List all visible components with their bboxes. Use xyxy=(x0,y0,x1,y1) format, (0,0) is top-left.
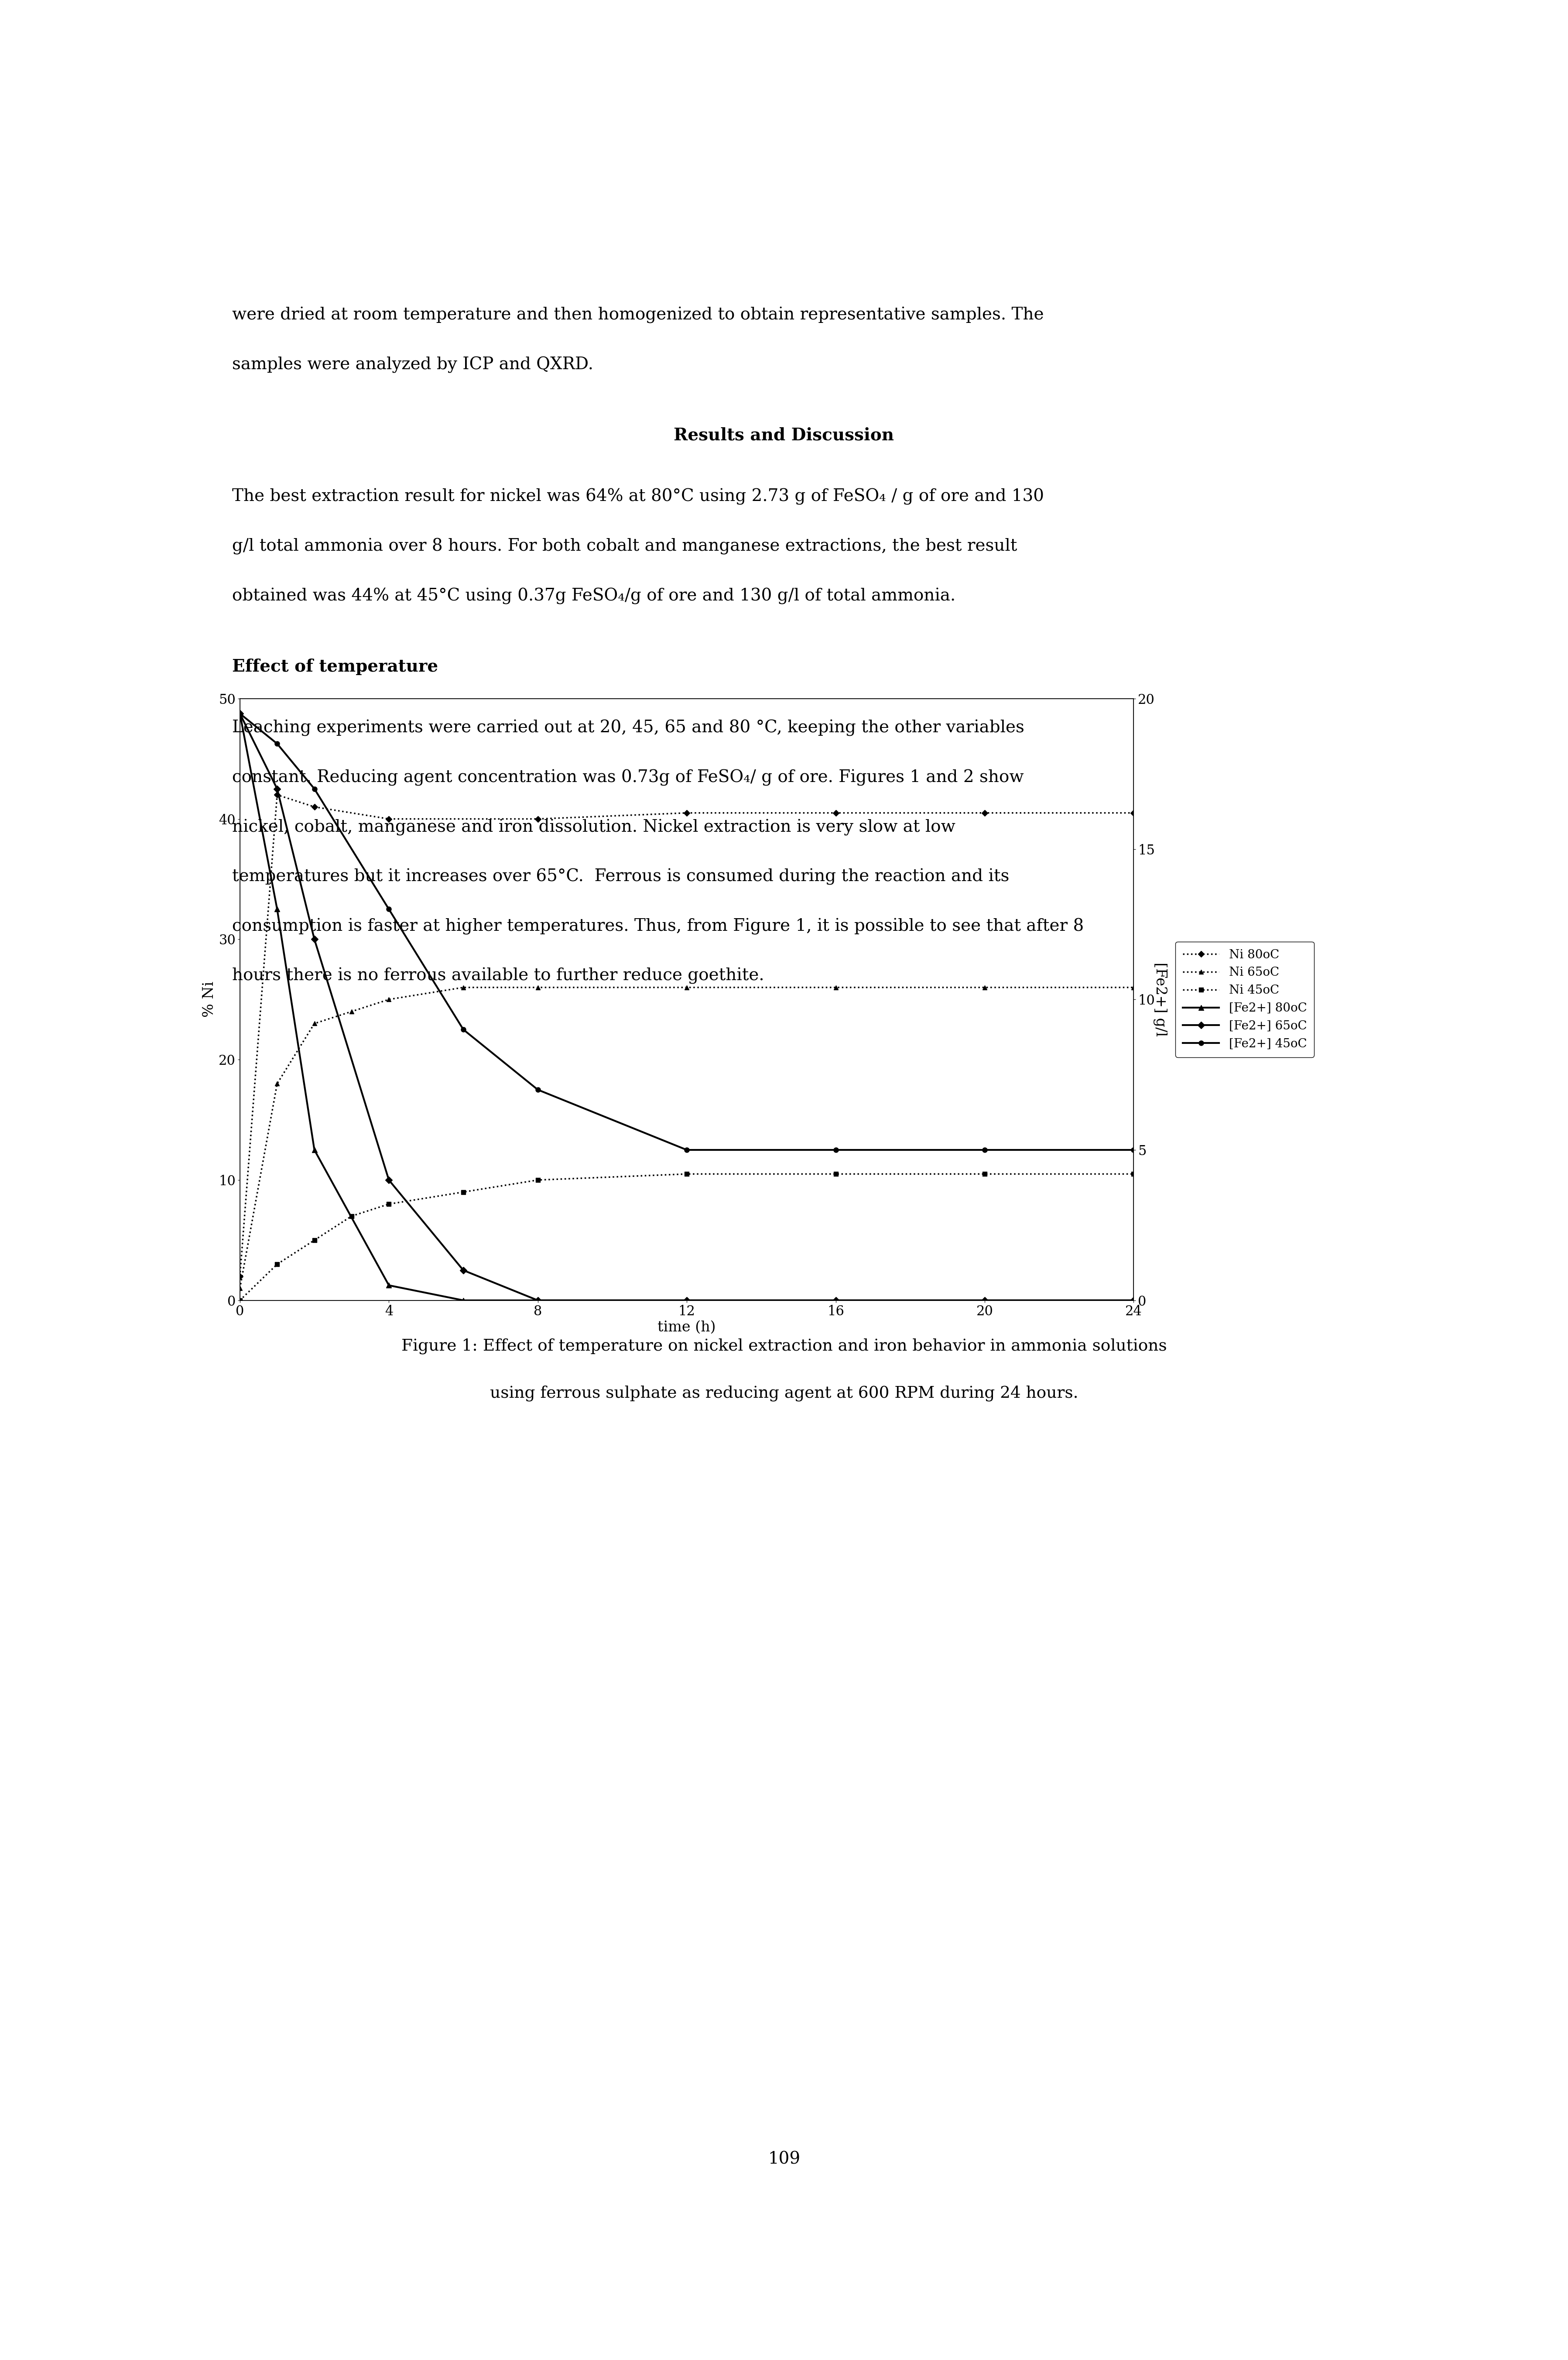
Text: temperatures but it increases over 65°C.  Ferrous is consumed during the reactio: temperatures but it increases over 65°C.… xyxy=(232,868,1010,885)
Y-axis label: % Ni: % Ni xyxy=(202,982,216,1017)
Legend: Ni 80oC, Ni 65oC, Ni 45oC, [Fe2+] 80oC, [Fe2+] 65oC, [Fe2+] 45oC: Ni 80oC, Ni 65oC, Ni 45oC, [Fe2+] 80oC, … xyxy=(1176,942,1314,1057)
Text: using ferrous sulphate as reducing agent at 600 RPM during 24 hours.: using ferrous sulphate as reducing agent… xyxy=(489,1385,1079,1402)
Text: obtained was 44% at 45°C using 0.37g FeSO₄/g of ore and 130 g/l of total ammonia: obtained was 44% at 45°C using 0.37g FeS… xyxy=(232,588,955,604)
Text: samples were analyzed by ICP and QXRD.: samples were analyzed by ICP and QXRD. xyxy=(232,356,593,373)
Text: Leaching experiments were carried out at 20, 45, 65 and 80 °C, keeping the other: Leaching experiments were carried out at… xyxy=(232,720,1024,736)
Text: Figure 1: Effect of temperature on nickel extraction and iron behavior in ammoni: Figure 1: Effect of temperature on nicke… xyxy=(401,1338,1167,1355)
Text: Results and Discussion: Results and Discussion xyxy=(674,427,894,444)
Text: were dried at room temperature and then homogenized to obtain representative sam: were dried at room temperature and then … xyxy=(232,307,1044,323)
Text: The best extraction result for nickel was 64% at 80°C using 2.73 g of FeSO₄ / g : The best extraction result for nickel wa… xyxy=(232,489,1044,505)
Text: nickel, cobalt, manganese and iron dissolution. Nickel extraction is very slow a: nickel, cobalt, manganese and iron disso… xyxy=(232,819,955,835)
Y-axis label: [Fe2+] g/l: [Fe2+] g/l xyxy=(1152,963,1167,1036)
X-axis label: time (h): time (h) xyxy=(657,1322,717,1333)
Text: 109: 109 xyxy=(768,2152,800,2166)
Text: consumption is faster at higher temperatures. Thus, from Figure 1, it is possibl: consumption is faster at higher temperat… xyxy=(232,918,1083,935)
Text: Effect of temperature: Effect of temperature xyxy=(232,658,437,675)
Text: hours there is no ferrous available to further reduce goethite.: hours there is no ferrous available to f… xyxy=(232,968,764,984)
Text: g/l total ammonia over 8 hours. For both cobalt and manganese extractions, the b: g/l total ammonia over 8 hours. For both… xyxy=(232,538,1018,555)
Text: constant. Reducing agent concentration was 0.73g of FeSO₄/ g of ore. Figures 1 a: constant. Reducing agent concentration w… xyxy=(232,769,1024,786)
